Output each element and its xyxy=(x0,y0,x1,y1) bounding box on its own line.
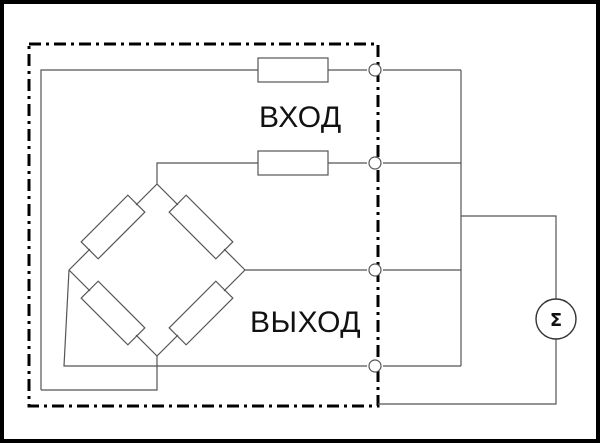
input-resistor-1 xyxy=(257,57,329,83)
input-resistor-2 xyxy=(257,150,329,176)
lead-top-left xyxy=(135,183,158,206)
lead-bottom-left xyxy=(135,334,158,357)
lead-left-bottom xyxy=(68,269,91,292)
meter-symbol: Σ xyxy=(550,310,562,331)
meter-wire-top xyxy=(461,215,557,299)
input-label: ВХОД xyxy=(259,101,342,134)
sensor-enclosure xyxy=(27,42,380,408)
bridge-resistor-bottom-right xyxy=(168,280,234,346)
terminal-2 xyxy=(368,156,382,170)
lead-top-right xyxy=(156,183,179,206)
bridge-resistor-top-left xyxy=(80,194,146,260)
wire-second xyxy=(156,162,258,184)
wire-return xyxy=(41,356,158,391)
lead-left-top xyxy=(68,248,91,271)
bridge-resistor-top-right xyxy=(168,194,234,260)
lead-right-top xyxy=(223,248,246,271)
output-label: ВЫХОД xyxy=(250,306,362,339)
terminal-3 xyxy=(368,263,382,277)
terminal-1 xyxy=(368,63,382,77)
bridge-resistor-bottom-left xyxy=(80,280,146,346)
lead-bottom-right xyxy=(156,334,179,357)
wire-to-terminal-4 xyxy=(63,269,367,367)
meter-sigma-icon xyxy=(535,298,577,340)
meter-wire-bottom xyxy=(378,339,557,405)
lead-right-bottom xyxy=(223,269,246,292)
terminal-4 xyxy=(368,359,382,373)
wire-top xyxy=(40,69,258,390)
